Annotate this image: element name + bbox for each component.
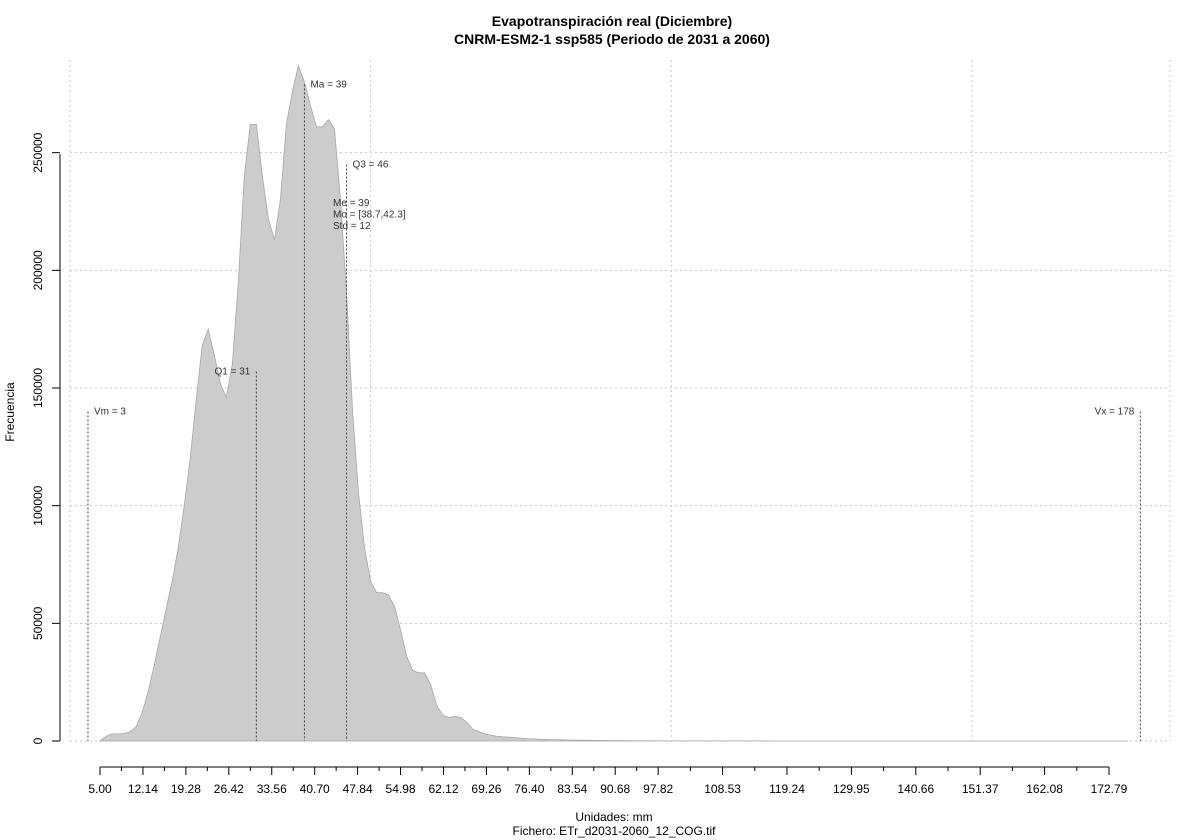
stats-line: Me = 39 xyxy=(333,198,370,209)
stat-line-label: Vx = 178 xyxy=(1095,407,1135,418)
x-tick-label: 162.08 xyxy=(1026,782,1063,796)
y-axis-label: Frecuencia xyxy=(3,382,17,442)
y-tick-label: 250000 xyxy=(31,132,45,172)
x-axis-ticks: 5.00 12.14 19.28 26.42 33.56 40.70 47.84 54.98 6… xyxy=(88,767,1128,796)
x-tick-label: 69.26 xyxy=(471,782,501,796)
x-tick-label: 129.95 xyxy=(833,782,870,796)
stats-block: Me = 39 Mo = [38.7,42.3] Std = 12 xyxy=(333,198,406,232)
grid-lines xyxy=(69,60,1171,742)
x-tick-label: 40.70 xyxy=(300,782,330,796)
x-tick-label: 76.40 xyxy=(514,782,544,796)
x-tick-label: 172.79 xyxy=(1091,782,1128,796)
x-tick-label: 19.28 xyxy=(171,782,201,796)
x-tick-label: 26.42 xyxy=(214,782,244,796)
stat-lines: Vm = 3 Q1 = 31 Ma = 39 Q3 = 46 Vx = 178 xyxy=(87,79,1141,741)
x-tick-label: 140.66 xyxy=(897,782,934,796)
stats-line: Mo = [38.7,42.3] xyxy=(333,210,406,221)
stat-line-label: Q3 = 46 xyxy=(353,159,389,170)
stat-line-label: Q1 = 31 xyxy=(214,367,250,378)
x-tick-label: 33.56 xyxy=(257,782,287,796)
y-axis-ticks: 0 50000 100000 150000 200000 250000 xyxy=(31,132,60,744)
chart-subtitle: CNRM-ESM2-1 ssp585 (Periodo de 2031 a 20… xyxy=(454,31,770,47)
frequency-area xyxy=(98,64,1129,742)
y-tick-label: 200000 xyxy=(31,250,45,290)
x-tick-label: 83.54 xyxy=(557,782,587,796)
x-axis-label: Unidades: mm xyxy=(575,810,652,824)
plot-area xyxy=(98,64,1129,742)
stat-line-label: Ma = 39 xyxy=(310,79,347,90)
x-tick-label: 151.37 xyxy=(962,782,999,796)
x-tick-label: 47.84 xyxy=(343,782,373,796)
file-caption: Fichero: ETr_d2031-2060_12_COG.tif xyxy=(513,824,717,838)
stat-line-label: Vm = 3 xyxy=(94,407,126,418)
x-tick-label: 12.14 xyxy=(128,782,158,796)
x-tick-label: 5.00 xyxy=(88,782,112,796)
x-tick-label: 54.98 xyxy=(386,782,416,796)
stats-line: Std = 12 xyxy=(333,221,371,232)
y-tick-label: 150000 xyxy=(31,368,45,408)
x-tick-label: 119.24 xyxy=(769,782,805,796)
chart-title: Evapotranspiración real (Diciembre) xyxy=(492,13,732,29)
x-tick-label: 90.68 xyxy=(600,782,630,796)
y-tick-label: 50000 xyxy=(31,606,45,640)
y-tick-label: 0 xyxy=(31,737,45,744)
x-tick-label: 108.53 xyxy=(704,782,741,796)
y-tick-label: 100000 xyxy=(31,485,45,525)
x-tick-label: 97.82 xyxy=(643,782,673,796)
x-tick-label: 62.12 xyxy=(428,782,458,796)
